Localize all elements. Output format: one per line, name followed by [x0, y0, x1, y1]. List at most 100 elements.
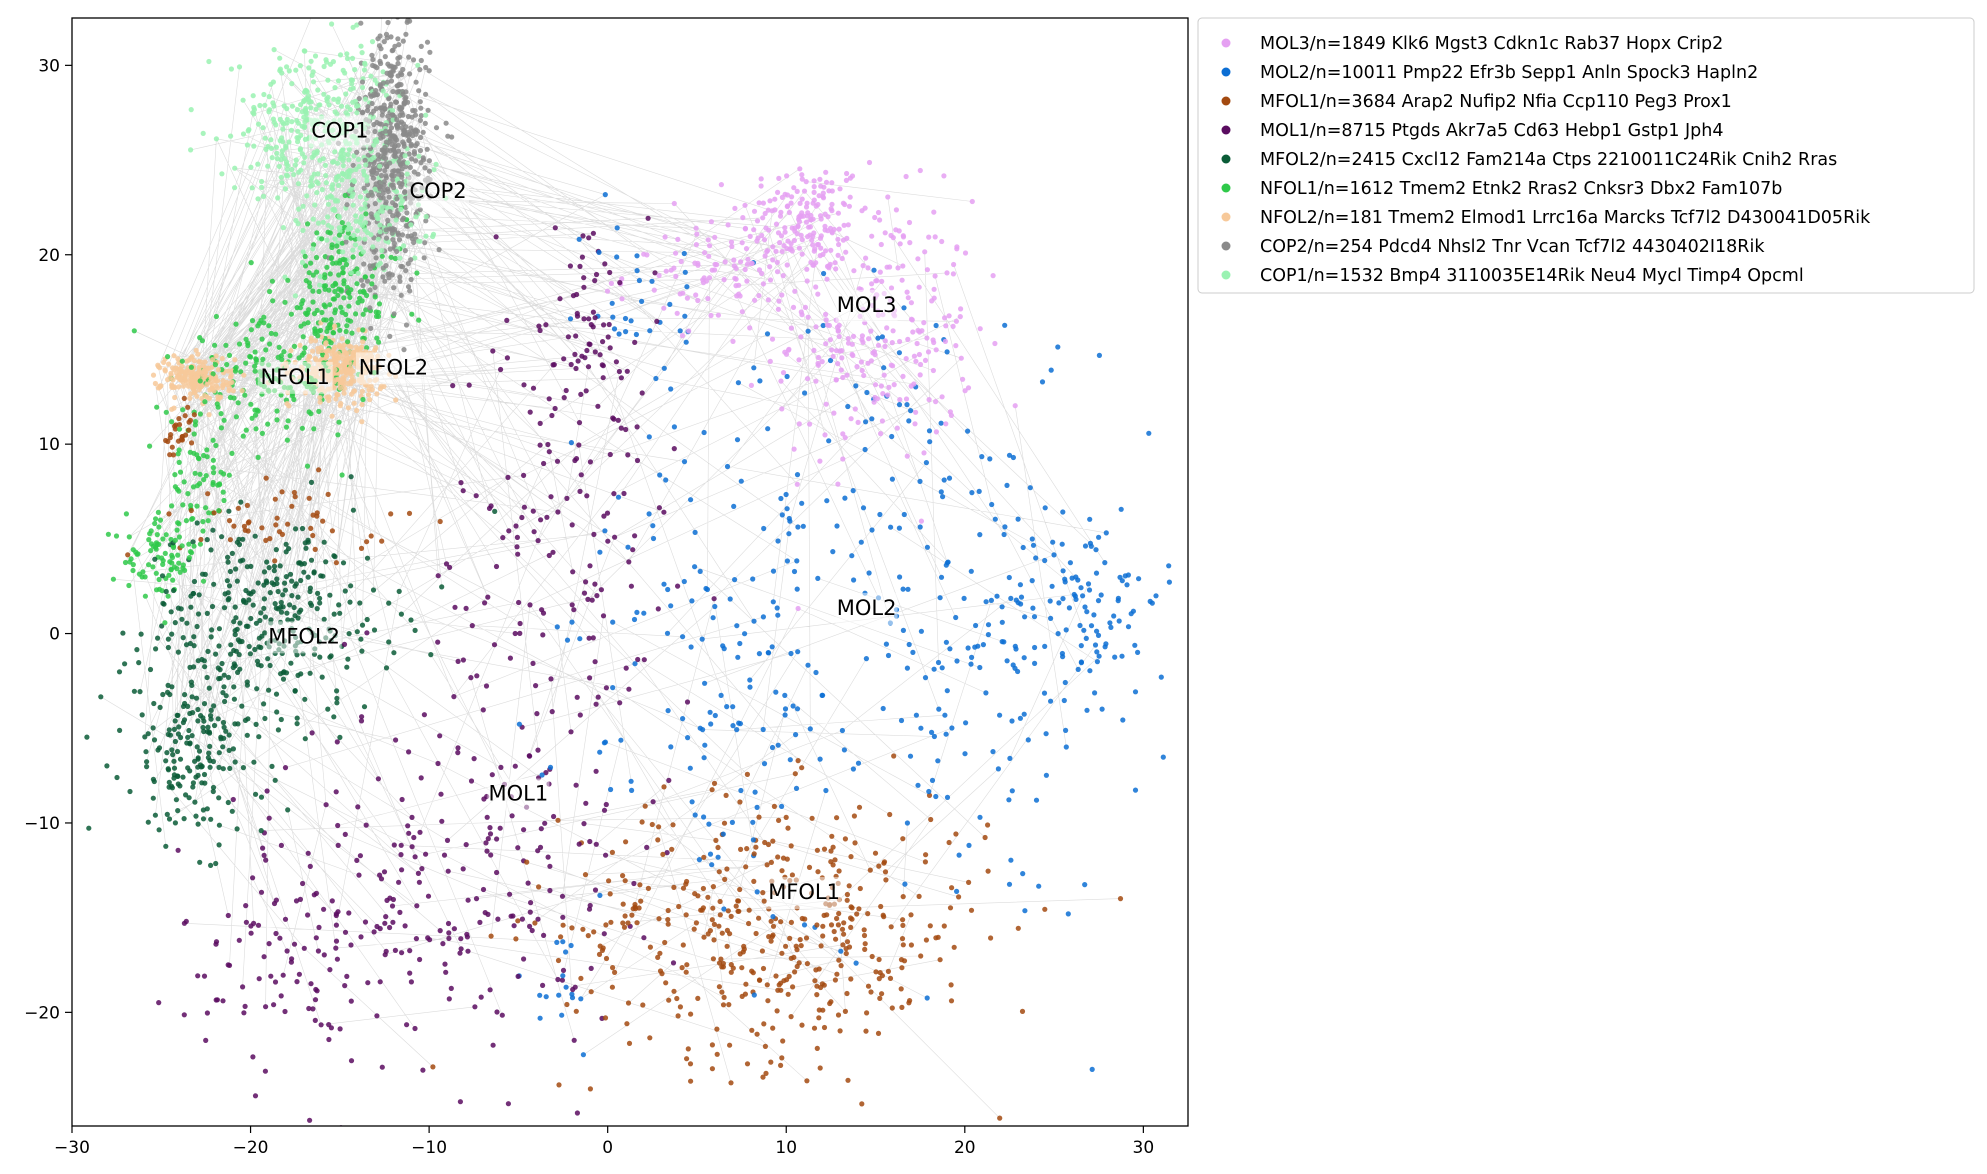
- scatter-point: [564, 1001, 570, 1008]
- scatter-point: [172, 820, 178, 826]
- scatter-point: [279, 180, 285, 186]
- scatter-point: [362, 201, 368, 207]
- cluster-label: MOL1: [489, 782, 549, 806]
- scatter-point: [1009, 788, 1015, 794]
- scatter-point: [821, 270, 827, 277]
- scatter-point: [676, 903, 682, 910]
- scatter-point: [987, 456, 993, 462]
- scatter-point: [289, 593, 295, 599]
- scatter-point: [240, 97, 246, 103]
- scatter-point: [223, 728, 229, 734]
- scatter-point: [527, 602, 533, 608]
- scatter-point: [834, 915, 840, 922]
- scatter-point: [407, 948, 413, 954]
- scatter-point: [378, 172, 385, 179]
- legend-marker: [1221, 154, 1231, 164]
- scatter-point: [226, 747, 232, 754]
- scatter-point: [647, 328, 653, 334]
- scatter-point: [747, 325, 753, 331]
- scatter-point: [204, 537, 210, 543]
- scatter-point: [506, 528, 512, 534]
- scatter-point: [689, 799, 695, 805]
- scatter-point: [382, 920, 388, 926]
- scatter-point: [135, 551, 141, 557]
- scatter-point: [826, 438, 832, 444]
- scatter-point: [851, 268, 857, 274]
- scatter-point: [206, 395, 212, 401]
- scatter-point: [933, 399, 939, 405]
- scatter-point: [1088, 623, 1095, 629]
- scatter-point: [744, 771, 751, 778]
- scatter-point: [278, 609, 285, 615]
- scatter-point: [670, 960, 677, 966]
- scatter-point: [215, 378, 221, 384]
- scatter-point: [581, 590, 588, 596]
- scatter-point: [386, 639, 392, 645]
- scatter-point: [727, 1042, 733, 1048]
- scatter-point: [893, 227, 899, 233]
- scatter-point: [216, 764, 222, 771]
- scatter-point: [933, 429, 940, 435]
- scatter-point: [604, 510, 611, 516]
- scatter-point: [404, 210, 410, 216]
- scatter-point: [375, 262, 381, 268]
- cluster-label-box: [257, 361, 333, 394]
- scatter-point: [1059, 541, 1065, 547]
- scatter-point: [339, 472, 345, 478]
- scatter-point: [392, 202, 398, 208]
- scatter-point: [323, 180, 329, 186]
- scatter-point: [529, 927, 535, 934]
- scatter-point: [593, 841, 599, 847]
- scatter-point: [183, 642, 190, 648]
- scatter-point: [299, 123, 305, 129]
- scatter-point: [754, 218, 761, 224]
- scatter-point: [342, 983, 348, 989]
- scatter-point: [786, 346, 792, 352]
- scatter-point: [473, 896, 480, 902]
- scatter-point: [299, 352, 305, 358]
- scatter-point: [174, 773, 181, 779]
- scatter-point: [626, 559, 632, 565]
- scatter-point: [596, 249, 602, 255]
- scatter-point: [167, 559, 173, 565]
- scatter-point: [480, 707, 486, 713]
- scatter-point: [609, 300, 615, 306]
- scatter-point: [580, 233, 586, 239]
- scatter-point: [702, 680, 708, 686]
- scatter-point: [339, 220, 345, 226]
- scatter-point: [382, 106, 388, 112]
- scatter-point: [310, 299, 316, 305]
- scatter-point: [775, 538, 781, 544]
- scatter-point: [1004, 482, 1010, 488]
- scatter-point: [840, 942, 846, 948]
- scatter-point: [253, 721, 259, 728]
- scatter-point: [401, 143, 407, 149]
- scatter-point: [813, 967, 819, 973]
- scatter-point: [383, 31, 390, 37]
- scatter-point: [1061, 697, 1067, 704]
- scatter-point: [517, 630, 523, 637]
- scatter-point: [1111, 613, 1117, 619]
- scatter-point: [362, 205, 368, 211]
- scatter-point: [311, 311, 318, 317]
- scatter-point: [213, 353, 219, 359]
- scatter-point: [767, 264, 773, 270]
- scatter-point: [570, 293, 577, 299]
- scatter-point: [331, 346, 337, 352]
- scatter-point: [1132, 787, 1139, 793]
- scatter-point: [757, 378, 763, 384]
- scatter-point: [448, 985, 454, 992]
- scatter-point: [541, 932, 547, 939]
- scatter-point: [345, 317, 351, 323]
- scatter-point: [240, 536, 246, 542]
- scatter-point: [334, 111, 340, 117]
- scatter-point: [200, 528, 206, 534]
- scatter-point: [607, 345, 613, 351]
- scatter-point: [262, 1068, 268, 1074]
- scatter-point: [656, 916, 662, 922]
- scatter-point: [373, 87, 379, 94]
- scatter-point: [388, 511, 394, 517]
- scatter-point: [373, 255, 379, 261]
- scatter-point: [221, 417, 227, 423]
- scatter-point: [163, 437, 169, 444]
